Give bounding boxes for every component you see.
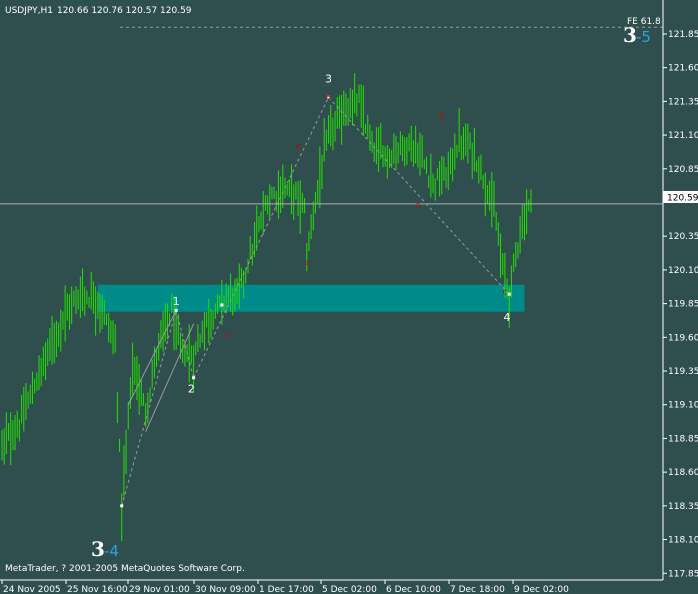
wave-badge-top-sub: -5 <box>636 28 651 46</box>
wave-line <box>121 310 177 506</box>
reversal-marker: c <box>502 287 507 297</box>
current-price-tag <box>663 191 698 203</box>
wave-label: 4 <box>504 311 511 324</box>
price-tick-label: 121.35 <box>668 97 698 107</box>
time-axis: 24 Nov 2005 25 Nov 16:00 29 Nov 01:00 30 No… <box>1 580 569 594</box>
price-tick-label: 118.85 <box>668 434 698 444</box>
wave-badge-bottom-sub: -4 <box>104 542 119 560</box>
wave-label: 3 <box>325 72 332 85</box>
price-tick-label: 120.10 <box>668 266 698 276</box>
price-tick-label: 118.60 <box>668 468 698 478</box>
price-tick-label: 121.60 <box>668 64 698 74</box>
wave-label: 1 <box>173 295 180 308</box>
channel-line <box>145 323 195 432</box>
pivot-dot <box>174 308 178 312</box>
wave-badge-top-main: 3 <box>623 23 637 47</box>
time-tick-label: 6 Dec 10:00 <box>386 585 441 594</box>
pivot-dot <box>327 95 331 99</box>
time-tick-label: 7 Dec 18:00 <box>450 585 505 594</box>
pivot-dot <box>507 292 511 296</box>
wave-line <box>193 97 329 378</box>
fe-level-label: FE 61.8 <box>627 17 661 27</box>
time-tick-label: 29 Nov 01:00 <box>129 585 190 594</box>
price-axis: 121.85 121.60 121.35 121.10 120.85 120.35 120.… <box>663 30 698 579</box>
time-tick-label: 30 Nov 09:00 <box>195 585 256 594</box>
time-tick-label: 9 Dec 02:00 <box>514 585 569 594</box>
price-tick-label: 120.35 <box>668 232 698 242</box>
support-zone <box>97 284 525 312</box>
price-tick-label: 119.10 <box>668 401 698 411</box>
price-tick-label: 119.60 <box>668 333 698 343</box>
price-bars <box>1 73 532 542</box>
time-tick-label: 5 Dec 02:00 <box>322 585 377 594</box>
channel-line <box>127 310 177 405</box>
current-price-label: 120.59 <box>667 194 698 204</box>
chart-header: USDJPY,H1 120.66 120.76 120.57 120.59 <box>5 6 192 16</box>
price-tick-label: 118.35 <box>668 502 698 512</box>
pivot-dot <box>220 303 224 307</box>
reversal-marker: b <box>295 142 301 152</box>
price-tick-label: 120.85 <box>668 165 698 175</box>
wave-label: 2 <box>188 383 195 396</box>
price-tick-label: 119.35 <box>668 367 698 377</box>
price-tick-label: 121.10 <box>668 131 698 141</box>
price-tick-label: 119.85 <box>668 300 698 310</box>
reversal-marker: a <box>304 258 310 268</box>
pivot-dot <box>192 376 196 380</box>
copyright-text: MetaTrader, ? 2001-2005 MetaQuotes Softw… <box>5 564 245 574</box>
time-tick-label: 24 Nov 2005 <box>3 585 61 594</box>
price-tick-label: 121.85 <box>668 30 698 40</box>
pivot-dot <box>120 504 124 508</box>
reversal-marker: a <box>226 331 232 341</box>
reversal-marker: a <box>326 92 332 102</box>
price-tick-label: 118.10 <box>668 536 698 546</box>
wave-line <box>328 96 510 295</box>
wave-overlay: 1 2 3 4 c a b b a a a <box>120 72 511 508</box>
reversal-marker: b <box>439 112 445 122</box>
time-tick-label: 1 Dec 17:00 <box>259 585 314 594</box>
price-tick-label: 117.85 <box>668 569 698 579</box>
wave-badge-bottom-main: 3 <box>91 537 105 561</box>
reversal-marker: a <box>415 201 421 211</box>
time-tick-label: 25 Nov 16:00 <box>67 585 128 594</box>
